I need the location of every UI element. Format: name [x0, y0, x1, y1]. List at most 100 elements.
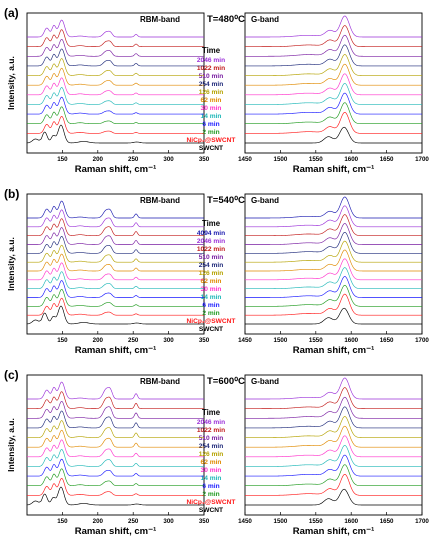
legend-entry: 126 min — [199, 270, 224, 277]
g-series-line — [245, 25, 422, 47]
rbm-series-line — [27, 244, 204, 263]
g-series-line — [245, 240, 422, 263]
g-series-line — [245, 126, 422, 144]
legend-entry: NiCp₂@SWCNT — [187, 137, 236, 144]
g-band-label: G-band — [251, 196, 279, 205]
legend-entry: 30 min — [201, 105, 222, 112]
rbm-series-line — [27, 116, 204, 134]
temperature-label: T=480⁰C — [207, 14, 245, 25]
rbm-x-tick-label: 350 — [199, 337, 210, 344]
legend-entry: 14 min — [201, 113, 222, 120]
g-series-line — [245, 425, 422, 448]
legend-entry: 254 min — [199, 443, 224, 450]
legend-entry: 2 min — [202, 129, 219, 136]
legend-entry: SWCNT — [199, 507, 223, 514]
rbm-series-line — [27, 429, 204, 448]
rbm-x-tick-label: 350 — [199, 156, 210, 163]
g-series-line — [245, 293, 422, 316]
rbm-series-line — [27, 253, 204, 272]
y-axis-label: Intensity, a.u. — [6, 418, 16, 472]
legend-entry: 254 min — [199, 81, 224, 88]
rbm-series-line — [27, 106, 204, 125]
legend-entry: 510 min — [199, 254, 224, 261]
rbm-series-line — [27, 77, 204, 96]
g-series-line — [245, 249, 422, 272]
panel-label: (b) — [4, 187, 19, 201]
g-series-line — [245, 284, 422, 307]
g-series-line — [245, 377, 422, 400]
g-series-line — [245, 73, 422, 96]
g-series-line — [245, 267, 422, 289]
g-plot-frame — [244, 374, 423, 516]
g-x-tick-label: 1700 — [415, 337, 429, 344]
g-series-line — [245, 435, 422, 458]
g-x-tick-label: 1600 — [344, 337, 358, 344]
legend-entry: 6 min — [202, 483, 219, 490]
panel-label: (c) — [4, 368, 19, 382]
rbm-series-line — [26, 486, 204, 506]
legend-entry: 62 min — [201, 97, 222, 104]
g-x-tick-label: 1450 — [238, 337, 252, 344]
legend-entry: 126 min — [199, 451, 224, 458]
rbm-x-tick-label: 150 — [57, 156, 68, 163]
g-series-line — [245, 15, 422, 38]
rbm-series-line — [27, 29, 204, 47]
g-series-line — [245, 196, 422, 219]
g-series-line — [245, 276, 422, 298]
legend-entry: 62 min — [201, 278, 222, 285]
rbm-series-line — [27, 280, 204, 298]
g-band-label: G-band — [251, 377, 279, 386]
rbm-x-axis-label: Raman shift, cm⁻¹ — [75, 164, 157, 175]
legend-entry: 510 min — [199, 435, 224, 442]
legend-entry: 2046 min — [197, 57, 225, 64]
legend-entry: 2 min — [202, 491, 219, 498]
rbm-series-line — [27, 236, 204, 254]
legend-entry: 30 min — [201, 286, 222, 293]
rbm-series-line — [27, 218, 204, 236]
g-x-tick-label: 1600 — [344, 156, 358, 163]
rbm-series-line — [27, 391, 204, 409]
legend-header: Time — [202, 46, 221, 55]
g-x-tick-label: 1500 — [274, 337, 288, 344]
legend-entry: 2046 min — [197, 238, 225, 245]
rbm-series-line — [27, 67, 204, 86]
g-series-line — [245, 464, 422, 487]
rbm-x-tick-label: 200 — [93, 518, 104, 525]
rbm-plot-frame — [26, 12, 205, 154]
g-series-line — [245, 396, 422, 419]
g-x-tick-label: 1650 — [380, 518, 394, 525]
rbm-series-line — [27, 48, 204, 67]
rbm-x-axis-label: Raman shift, cm⁻¹ — [75, 526, 157, 537]
g-x-tick-label: 1450 — [238, 518, 252, 525]
g-series-line — [245, 416, 422, 438]
legend-entry: SWCNT — [199, 326, 223, 333]
g-x-axis-label: Raman shift, cm⁻¹ — [293, 526, 375, 537]
g-x-axis-label: Raman shift, cm⁻¹ — [293, 345, 375, 356]
rbm-series-line — [27, 381, 204, 400]
rbm-x-tick-label: 150 — [57, 518, 68, 525]
g-plot-frame — [244, 193, 423, 335]
rbm-x-tick-label: 200 — [93, 337, 104, 344]
g-series-line — [245, 473, 422, 496]
rbm-series-line — [27, 200, 204, 219]
g-x-tick-label: 1550 — [309, 518, 323, 525]
legend-entry: 1022 min — [197, 65, 225, 72]
rbm-series-line — [27, 439, 204, 458]
rbm-series-line — [26, 305, 204, 325]
g-series-line — [245, 92, 422, 115]
g-series-line — [245, 44, 422, 67]
rbm-series-line — [27, 297, 204, 316]
rbm-series-line — [27, 58, 204, 76]
g-series-line — [245, 231, 422, 254]
panel-label: (a) — [4, 6, 19, 20]
legend-entry: NiCp₂@SWCNT — [187, 499, 236, 506]
legend-entry: 2 min — [202, 310, 219, 317]
rbm-series-line — [27, 38, 204, 57]
rbm-x-tick-label: 350 — [199, 518, 210, 525]
rbm-series-line — [27, 449, 204, 467]
rbm-band-label: RBM-band — [140, 196, 180, 205]
g-x-tick-label: 1500 — [274, 156, 288, 163]
g-series-line — [245, 488, 422, 506]
temperature-label: T=540⁰C — [207, 195, 245, 206]
